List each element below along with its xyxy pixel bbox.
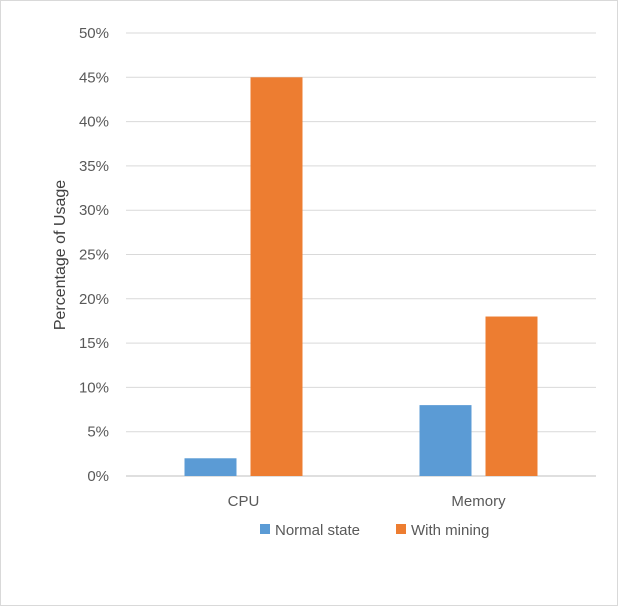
y-tick-label: 45% — [79, 69, 109, 86]
legend: Normal state With mining — [260, 522, 489, 539]
y-tick-label: 25% — [79, 247, 109, 264]
x-tick-label: CPU — [228, 493, 260, 510]
legend-label: With mining — [411, 522, 489, 539]
y-axis-tick-labels: 0% 5% 10% 15% 20% 25% 30% 35% 40% 45% 50% — [79, 25, 109, 485]
legend-label: Normal state — [275, 522, 360, 539]
y-axis-title: Percentage of Usage — [52, 180, 69, 330]
y-tick-label: 5% — [87, 424, 109, 441]
x-tick-label: Memory — [451, 493, 506, 510]
y-tick-label: 40% — [79, 114, 109, 131]
bar-memory-normal-state — [419, 405, 472, 476]
y-tick-label: 20% — [79, 291, 109, 308]
y-tick-label: 0% — [87, 468, 109, 485]
y-tick-label: 35% — [79, 158, 109, 175]
y-tick-label: 10% — [79, 379, 109, 396]
bar-memory-with-mining — [485, 316, 538, 476]
x-axis-tick-labels: CPU Memory — [228, 493, 506, 510]
y-tick-label: 30% — [79, 202, 109, 219]
y-tick-label: 15% — [79, 335, 109, 352]
legend-swatch — [396, 524, 406, 534]
bar-cpu-normal-state — [184, 458, 237, 476]
bar-cpu-with-mining — [250, 77, 303, 477]
bars — [184, 77, 538, 477]
y-tick-label: 50% — [79, 25, 109, 42]
legend-swatch — [260, 524, 270, 534]
